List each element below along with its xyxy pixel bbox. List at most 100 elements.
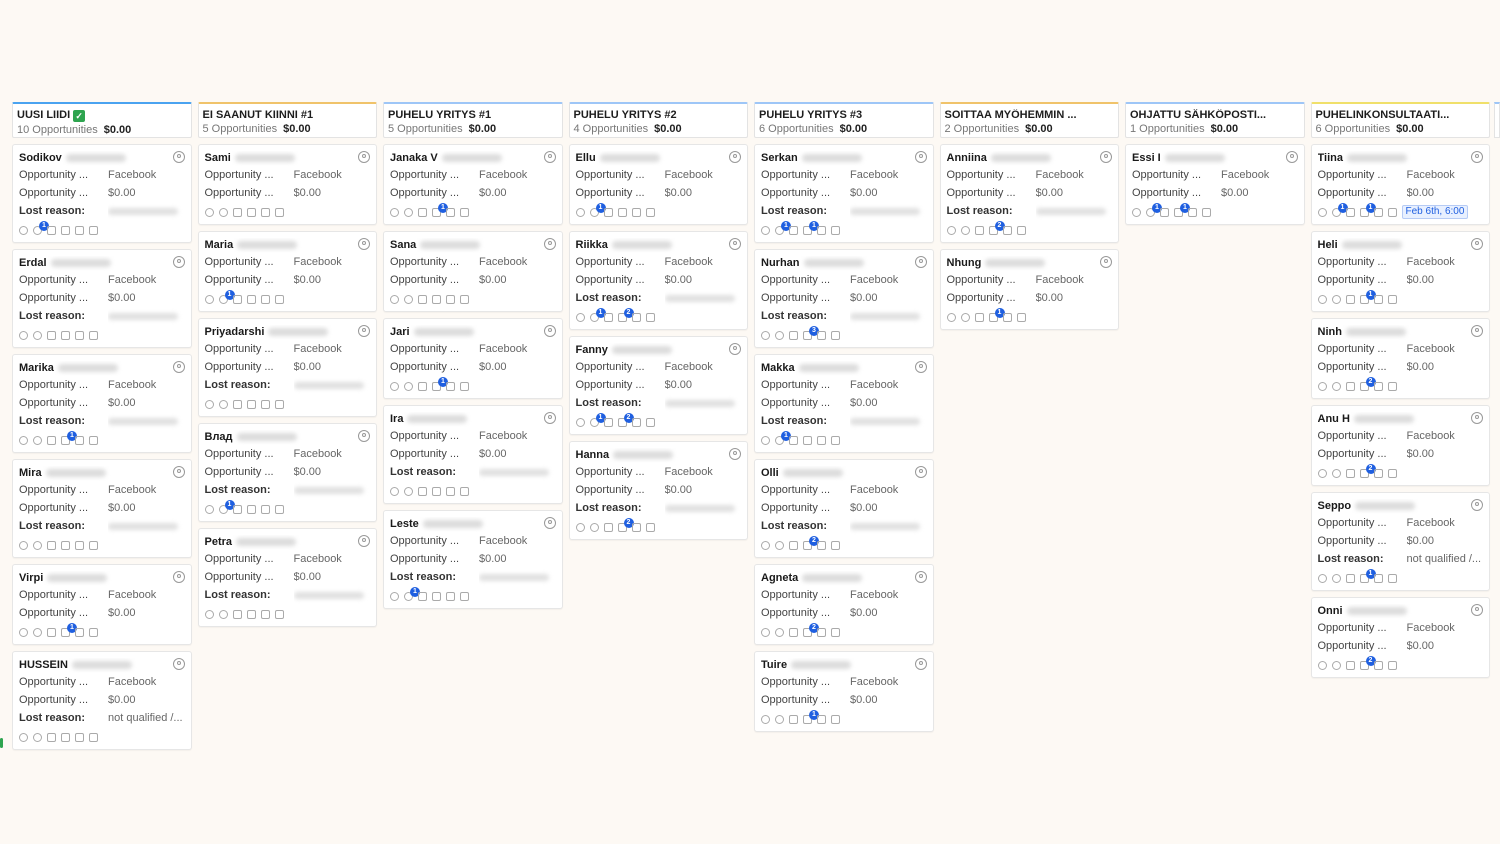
calendar-icon[interactable]: [645, 312, 655, 322]
phone-icon[interactable]: [19, 732, 28, 742]
phone-icon[interactable]: [19, 225, 28, 235]
opportunity-card[interactable]: Olli Opportunity ... Facebook Opportunity .…: [754, 459, 934, 558]
assignee-avatar-icon[interactable]: [729, 151, 741, 163]
chat-icon[interactable]: 1: [589, 202, 606, 217]
chat-icon[interactable]: 1: [218, 289, 235, 304]
task-icon[interactable]: [446, 591, 455, 601]
task-icon[interactable]: [75, 435, 84, 445]
calendar-icon[interactable]: [89, 540, 98, 550]
opportunity-card[interactable]: Virpi Opportunity ... Facebook Opportunity …: [12, 564, 192, 645]
note-icon[interactable]: 1: [61, 622, 77, 637]
task-icon[interactable]: [260, 294, 270, 304]
assignee-avatar-icon[interactable]: [1471, 412, 1483, 424]
task-icon[interactable]: [1002, 312, 1012, 322]
note-icon[interactable]: 1: [803, 709, 819, 724]
phone-icon[interactable]: [575, 207, 585, 217]
note-icon[interactable]: 1: [1174, 202, 1190, 217]
opportunity-card[interactable]: Erdal Opportunity ... Facebook Opportunity …: [12, 249, 192, 348]
assignee-avatar-icon[interactable]: [914, 571, 927, 583]
calendar-icon[interactable]: [460, 294, 469, 304]
calendar-icon[interactable]: [1387, 207, 1397, 217]
tag-icon[interactable]: [418, 591, 427, 601]
opportunity-card[interactable]: Nurhan Opportunity ... Facebook Opportunity…: [754, 249, 934, 348]
chat-icon[interactable]: [960, 225, 970, 235]
phone-icon[interactable]: [575, 522, 585, 532]
chat-icon[interactable]: [1331, 468, 1341, 478]
assignee-avatar-icon[interactable]: [172, 151, 185, 163]
phone-icon[interactable]: [19, 330, 28, 340]
opportunity-card[interactable]: Marika Opportunity ... Facebook Opportunity…: [12, 354, 192, 453]
phone-icon[interactable]: [575, 312, 585, 322]
assignee-avatar-icon[interactable]: [543, 151, 556, 163]
opportunity-card[interactable]: Onni Opportunity ... Facebook Opportunity .…: [1310, 597, 1490, 678]
tag-icon[interactable]: [1345, 207, 1355, 217]
calendar-icon[interactable]: [831, 435, 840, 445]
chat-icon[interactable]: 1: [775, 220, 791, 235]
opportunity-card[interactable]: Ira Opportunity ... Facebook Opportunity ..…: [383, 405, 563, 504]
phone-icon[interactable]: [19, 627, 28, 637]
chat-icon[interactable]: [960, 312, 970, 322]
phone-icon[interactable]: [946, 225, 956, 235]
task-icon[interactable]: [631, 312, 641, 322]
calendar-icon[interactable]: [274, 609, 284, 619]
calendar-icon[interactable]: [89, 225, 98, 235]
calendar-icon[interactable]: [274, 399, 284, 409]
chat-icon[interactable]: [404, 207, 413, 217]
tag-icon[interactable]: [789, 435, 798, 445]
note-icon[interactable]: [617, 207, 627, 217]
task-icon[interactable]: [75, 330, 84, 340]
phone-icon[interactable]: [1317, 468, 1327, 478]
tag-icon[interactable]: [232, 207, 242, 217]
tag-icon[interactable]: [232, 399, 242, 409]
assignee-avatar-icon[interactable]: [358, 238, 370, 250]
phone-icon[interactable]: [1317, 381, 1327, 391]
calendar-icon[interactable]: [1387, 660, 1397, 670]
tag-icon[interactable]: [418, 294, 427, 304]
tag-icon[interactable]: [47, 435, 56, 445]
chat-icon[interactable]: [33, 627, 42, 637]
phone-icon[interactable]: [1317, 207, 1327, 217]
phone-icon[interactable]: [390, 294, 399, 304]
chat-icon[interactable]: 1: [404, 586, 420, 601]
chat-icon[interactable]: 1: [33, 220, 49, 235]
phone-icon[interactable]: [19, 435, 28, 445]
phone-icon[interactable]: [390, 207, 399, 217]
calendar-icon[interactable]: [274, 207, 284, 217]
assignee-avatar-icon[interactable]: [1471, 604, 1483, 616]
phone-icon[interactable]: [946, 312, 956, 322]
calendar-icon[interactable]: [831, 627, 840, 637]
task-icon[interactable]: [1373, 294, 1383, 304]
note-icon[interactable]: 2: [617, 307, 634, 322]
tag-icon[interactable]: [1345, 381, 1355, 391]
assignee-avatar-icon[interactable]: [172, 571, 185, 583]
opportunity-card[interactable]: Petra Opportunity ... Facebook Opportunity …: [197, 528, 377, 627]
column-header[interactable]: PUHELINKONSULTAATI... 6 Opportunities $0.0…: [1310, 102, 1490, 138]
tag-icon[interactable]: [47, 540, 56, 550]
next-column-edge[interactable]: [1494, 102, 1500, 138]
note-icon[interactable]: 2: [803, 535, 819, 550]
assignee-avatar-icon[interactable]: [172, 466, 185, 478]
calendar-icon[interactable]: [89, 435, 98, 445]
phone-icon[interactable]: [761, 714, 770, 724]
note-icon[interactable]: [61, 330, 70, 340]
calendar-icon[interactable]: [460, 381, 469, 391]
note-icon[interactable]: [61, 540, 70, 550]
assignee-avatar-icon[interactable]: [914, 466, 927, 478]
opportunity-card[interactable]: Ellu Opportunity ... Facebook Opportunity .…: [568, 144, 748, 225]
note-icon[interactable]: [432, 486, 441, 496]
calendar-icon[interactable]: [1387, 381, 1397, 391]
calendar-icon[interactable]: [1202, 207, 1211, 217]
note-icon[interactable]: [246, 399, 256, 409]
chat-icon[interactable]: [218, 207, 228, 217]
assignee-avatar-icon[interactable]: [543, 325, 556, 337]
phone-icon[interactable]: [204, 504, 214, 514]
column-header[interactable]: PUHELU YRITYS #3 6 Opportunities $0.00: [754, 102, 934, 138]
note-icon[interactable]: 2: [617, 517, 634, 532]
chat-icon[interactable]: 1: [775, 430, 791, 445]
phone-icon[interactable]: [204, 294, 214, 304]
phone-icon[interactable]: [390, 486, 399, 496]
note-icon[interactable]: [61, 225, 70, 235]
note-icon[interactable]: 1: [988, 307, 1005, 322]
chat-icon[interactable]: [404, 486, 413, 496]
assignee-avatar-icon[interactable]: [172, 256, 185, 268]
